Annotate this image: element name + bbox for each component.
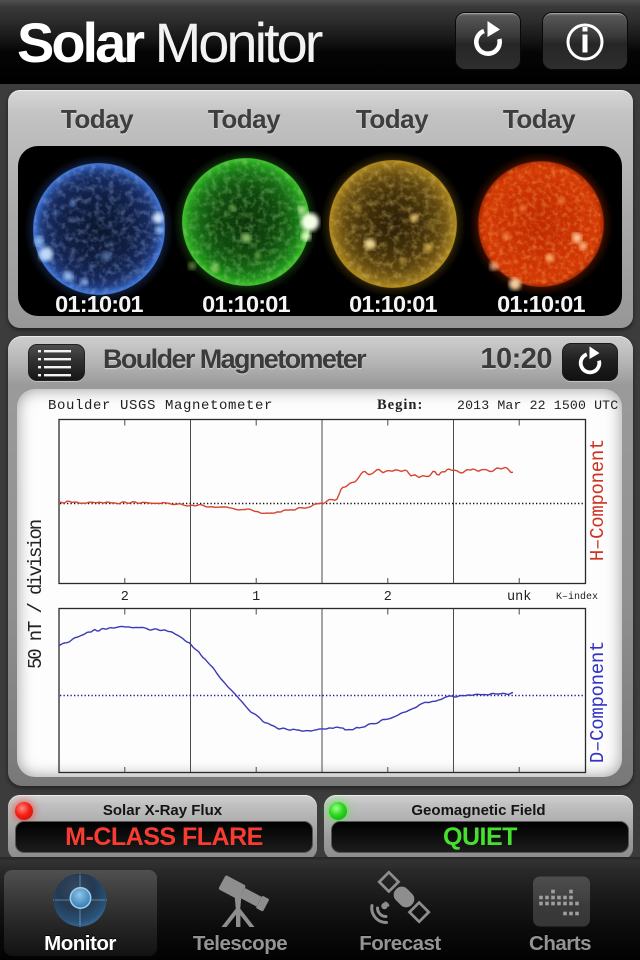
svg-text:Boulder USGS Magnetometer: Boulder USGS Magnetometer — [48, 398, 273, 414]
svg-text:D–Component: D–Component — [587, 641, 609, 763]
svg-text:2013 Mar 22 1500 UTC: 2013 Mar 22 1500 UTC — [457, 398, 618, 413]
svg-text:50 nT / division: 50 nT / division — [25, 520, 47, 669]
svg-text:H–Component: H–Component — [587, 439, 609, 561]
svg-text:unk: unk — [507, 590, 531, 605]
svg-text:1: 1 — [252, 590, 260, 605]
svg-text:K–index: K–index — [556, 591, 598, 603]
svg-text:Begin:: Begin: — [377, 397, 423, 413]
svg-text:2: 2 — [384, 590, 392, 605]
svg-text:2: 2 — [121, 590, 129, 605]
